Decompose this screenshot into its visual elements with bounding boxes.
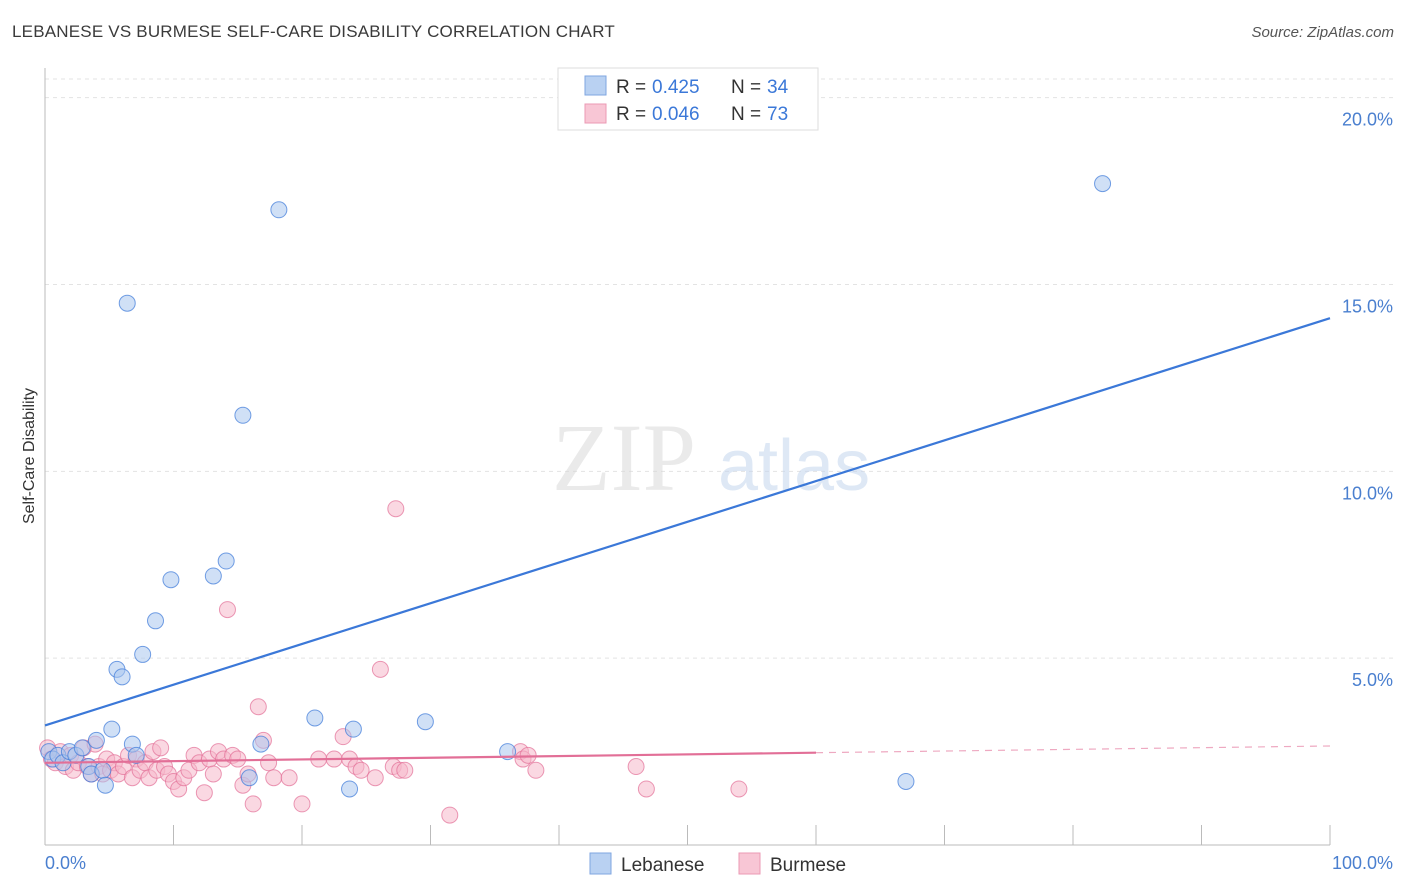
burmese-point [260, 754, 278, 772]
burmese-point [195, 784, 213, 802]
burmese-point [229, 750, 247, 768]
burmese-point [371, 660, 389, 678]
burmese-point [637, 780, 655, 798]
burmese-point [293, 795, 311, 813]
lebanese-point [127, 746, 145, 764]
lebanese-point [344, 720, 362, 738]
legend-swatch-burmese [584, 103, 607, 124]
lebanese-points [40, 175, 1112, 798]
legend-n-value-lebanese: 34 [767, 77, 789, 98]
chart-title: LEBANESE VS BURMESE SELF-CARE DISABILITY… [12, 22, 615, 41]
lebanese-point [204, 567, 222, 585]
lebanese-point [234, 406, 252, 424]
burmese-point [366, 769, 384, 787]
burmese-point [218, 601, 236, 619]
lebanese-point [217, 552, 235, 570]
legend-r-value-burmese: 0.046 [652, 104, 700, 125]
lebanese-point [897, 772, 915, 790]
lebanese-point [134, 645, 152, 663]
bottom-legend-label-burmese: Burmese [770, 855, 846, 876]
lebanese-point [270, 201, 288, 219]
bottom-legend-swatch-lebanese [589, 852, 612, 875]
burmese-point [441, 806, 459, 824]
bottom-legend-label-lebanese: Lebanese [621, 855, 704, 876]
burmese-point [244, 795, 262, 813]
legend-n-label-burmese: N = [731, 104, 761, 125]
lebanese-point [113, 668, 131, 686]
burmese-point [396, 761, 414, 779]
watermark-atlas: atlas [718, 426, 870, 506]
x-axis-ticks [173, 825, 1331, 845]
lebanese-point [94, 761, 112, 779]
lebanese-point [103, 720, 121, 738]
burmese-point [730, 780, 748, 798]
y-tick-labels: 5.0% 10.0% 15.0% 20.0% [1342, 110, 1393, 690]
trend-lines [44, 317, 1331, 764]
series-legend: Lebanese Burmese [589, 852, 846, 876]
burmese-point [204, 765, 222, 783]
lebanese-point [341, 780, 359, 798]
burmese-point [265, 769, 283, 787]
lebanese-point [87, 731, 105, 749]
burmese-point [152, 739, 170, 757]
lebanese-point [416, 713, 434, 731]
lebanese-point [162, 571, 180, 589]
legend-r-value-lebanese: 0.425 [652, 77, 700, 98]
burmese-point [627, 758, 645, 776]
lebanese-point [252, 735, 270, 753]
legend-r-label-lebanese: R = [616, 77, 646, 98]
x-tick-label-min: 0.0% [45, 853, 86, 873]
correlation-legend: R = 0.425 N = 34 R = 0.046 N = 73 [557, 67, 819, 131]
burmese-point [352, 761, 370, 779]
y-tick-label: 15.0% [1342, 297, 1393, 317]
burmese-trend-line [44, 751, 817, 764]
lebanese-point [240, 769, 258, 787]
legend-n-value-burmese: 73 [767, 104, 788, 125]
watermark: ZIP atlas [552, 404, 870, 511]
gridlines [45, 78, 1395, 659]
lebanese-point [73, 739, 91, 757]
lebanese-point [118, 294, 136, 312]
lebanese-point [147, 612, 165, 630]
lebanese-trend-line [44, 317, 1331, 727]
lebanese-point [306, 709, 324, 727]
bottom-legend-swatch-burmese [738, 852, 761, 875]
watermark-zip: ZIP [552, 404, 696, 511]
legend-swatch-lebanese [584, 75, 607, 96]
burmese-point [280, 769, 298, 787]
y-tick-label: 20.0% [1342, 110, 1393, 130]
burmese-point [249, 698, 267, 716]
lebanese-point [499, 743, 517, 761]
legend-n-label-lebanese: N = [731, 77, 761, 98]
legend-r-label-burmese: R = [616, 104, 646, 125]
burmese-point [527, 761, 545, 779]
burmese-trend-extension [815, 745, 1331, 754]
x-tick-label-max: 100.0% [1332, 853, 1393, 873]
lebanese-point [96, 776, 114, 794]
burmese-point [387, 500, 405, 518]
lebanese-point [1094, 175, 1112, 193]
y-axis-label: Self-Care Disability [21, 388, 38, 524]
y-tick-label: 10.0% [1342, 483, 1393, 503]
source-label: Source: ZipAtlas.com [1251, 24, 1394, 41]
y-tick-label: 5.0% [1352, 670, 1393, 690]
